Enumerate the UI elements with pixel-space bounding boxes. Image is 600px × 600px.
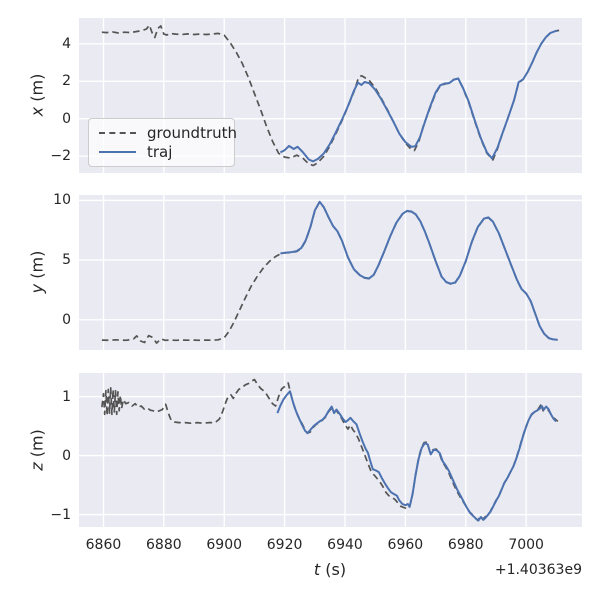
legend-label: groundtruth xyxy=(147,124,238,143)
traj-line xyxy=(279,29,558,163)
subplot-z-canvas xyxy=(79,373,582,527)
x-tick-label: 6940 xyxy=(327,537,363,553)
subplot-z xyxy=(79,373,582,527)
legend: groundtruth traj xyxy=(88,118,237,167)
y-tick-label: 1 xyxy=(62,388,71,405)
y-tick-label: 4 xyxy=(62,35,71,52)
traj-line xyxy=(280,200,558,341)
y-tick-label: 0 xyxy=(62,110,71,127)
legend-item-groundtruth: groundtruth xyxy=(99,124,237,142)
x-tick-label: 6980 xyxy=(447,537,484,553)
y-tick-label: −1 xyxy=(50,506,71,523)
x-tick-label: 6880 xyxy=(146,537,182,553)
x-tick-label: 6900 xyxy=(206,537,243,553)
y-tick-label: 0 xyxy=(62,311,71,328)
legend-label: traj xyxy=(147,142,173,161)
subplot-y-canvas xyxy=(79,195,582,350)
y-tick-label: 0 xyxy=(62,447,71,464)
y-tick-label: 2 xyxy=(62,73,71,90)
x-axis-offset-text: +1.40363e9 xyxy=(494,562,582,578)
x-tick-label: 6960 xyxy=(387,537,424,553)
x-axis-label: t (s) xyxy=(313,560,347,579)
traj-solid-line-icon xyxy=(99,150,136,153)
y-tick-label: 5 xyxy=(62,252,71,269)
x-tick-label: 6860 xyxy=(85,537,122,553)
y-tick-label: −2 xyxy=(50,148,71,165)
traj-line xyxy=(276,390,557,522)
groundtruth-dashed-line-icon xyxy=(99,132,136,135)
y-tick-label: 10 xyxy=(53,192,71,209)
x-tick-label: 6920 xyxy=(266,537,303,553)
groundtruth-line xyxy=(101,201,558,344)
x-tick-label: 7000 xyxy=(508,537,544,553)
groundtruth-line xyxy=(101,378,559,522)
subplot-y xyxy=(79,195,582,350)
legend-item-traj: traj xyxy=(99,143,224,161)
